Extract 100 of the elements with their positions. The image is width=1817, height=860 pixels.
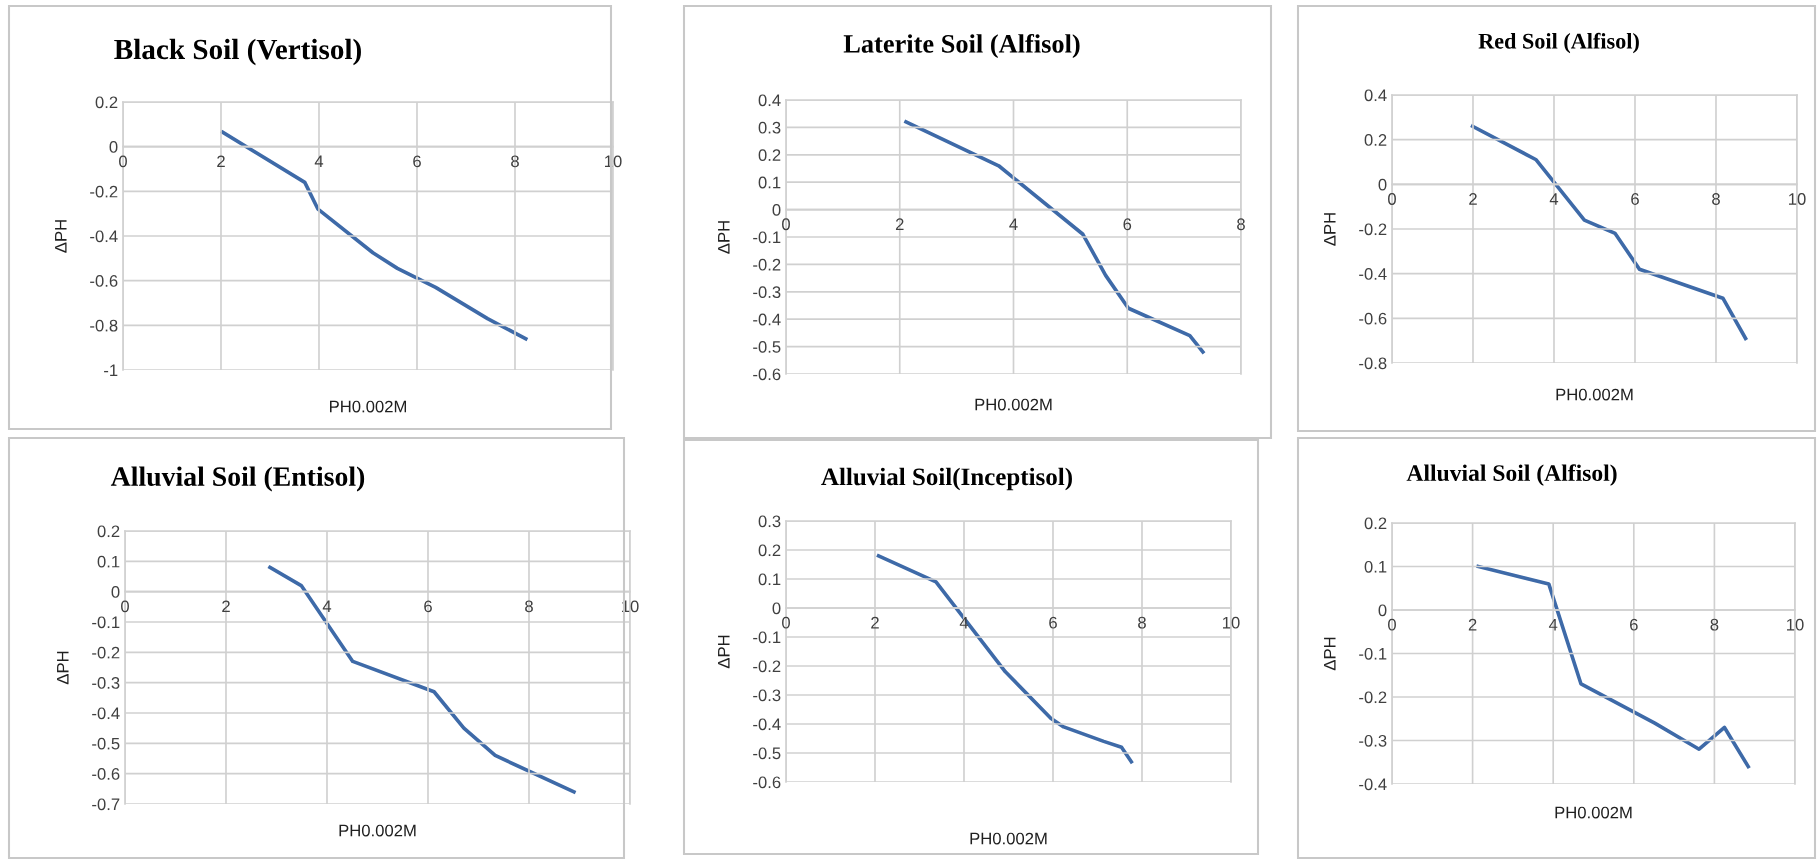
y-tick-label: -0.5 <box>92 737 120 750</box>
y-tick-label: -0.3 <box>1359 734 1387 747</box>
y-tick-label: -0.8 <box>1359 357 1387 370</box>
y-tick-label: -0.2 <box>1359 691 1387 704</box>
y-tick-label: 0.1 <box>758 176 781 189</box>
y-tick-label: 0.4 <box>758 94 781 107</box>
y-tick-label: -0.4 <box>1359 778 1387 791</box>
x-tick-label: 0 <box>121 600 129 613</box>
x-tick-label: 2 <box>217 155 225 168</box>
x-tick-label: 4 <box>314 155 324 168</box>
x-tick-label: 10 <box>1787 618 1804 631</box>
x-tick-label: 4 <box>1548 618 1558 631</box>
y-tick-label: -0.3 <box>753 689 781 702</box>
x-tick-label: 4 <box>1009 218 1018 231</box>
y-tick-label: -1 <box>104 364 118 377</box>
x-tick-label: 2 <box>895 218 904 231</box>
x-axis-title: PH0.002M <box>1555 806 1632 819</box>
y-tick-label: 0.1 <box>758 573 781 586</box>
y-tick-label: -0.1 <box>1359 647 1387 660</box>
y-tick-label: -0.2 <box>753 660 781 673</box>
y-tick-label: 0.2 <box>95 96 118 109</box>
x-tick-label: 0 <box>782 616 790 629</box>
x-axis-title: PH0.002M <box>1556 388 1633 401</box>
x-tick-label: 8 <box>511 155 519 168</box>
y-tick-label: 0.2 <box>758 149 781 161</box>
chart-title: Alluvial Soil(Inceptisol) <box>821 467 1072 491</box>
y-tick-label: -0.5 <box>753 747 781 760</box>
x-tick-label: 10 <box>1223 616 1240 629</box>
y-tick-label: 0.2 <box>1364 134 1387 146</box>
chart-title: Black Soil (Vertisol) <box>114 38 361 66</box>
x-tick-label: 4 <box>322 600 332 613</box>
y-axis-title: ΔPH <box>718 221 730 254</box>
x-axis-title: PH0.002M <box>339 824 416 837</box>
x-tick-label: 6 <box>1049 616 1057 629</box>
line-series <box>1476 564 1751 769</box>
x-tick-label: 0 <box>782 218 790 231</box>
y-axis-title: ΔPH <box>1324 637 1336 671</box>
y-tick-label: -0.4 <box>92 707 120 720</box>
x-tick-label: 8 <box>1712 193 1720 205</box>
x-tick-label: 6 <box>1123 218 1132 231</box>
x-tick-label: 8 <box>1710 618 1719 631</box>
x-tick-label: 2 <box>1469 193 1477 205</box>
y-axis-title: ΔPH <box>55 220 67 253</box>
x-tick-label: 6 <box>1631 193 1639 205</box>
y-tick-label: -0.1 <box>753 631 781 644</box>
y-tick-label: -0.6 <box>92 768 120 780</box>
x-tick-label: 8 <box>1138 616 1146 629</box>
line-series <box>1470 124 1748 341</box>
x-tick-label: 2 <box>1468 618 1477 631</box>
y-tick-label: 0 <box>772 204 781 216</box>
y-tick-label: -0.2 <box>753 258 781 271</box>
x-axis-title: PH0.002M <box>330 400 407 413</box>
y-tick-label: -0.4 <box>753 718 781 731</box>
chart-title: Laterite Soil (Alfisol) <box>843 33 1080 59</box>
x-tick-label: 0 <box>1388 618 1396 631</box>
x-tick-label: 6 <box>413 155 421 168</box>
y-tick-label: 0.1 <box>1364 560 1387 573</box>
y-tick-label: -0.1 <box>92 616 120 629</box>
x-tick-label: 6 <box>424 600 432 613</box>
y-axis-title: ΔPH <box>718 635 730 669</box>
y-tick-label: 0 <box>1378 178 1387 191</box>
x-tick-label: 10 <box>1789 193 1806 205</box>
y-axis-title: ΔPH <box>57 651 69 685</box>
y-tick-label: 0 <box>111 586 120 598</box>
y-tick-label: 0.4 <box>1364 89 1387 102</box>
y-tick-label: -0.2 <box>90 185 118 198</box>
x-axis-title: PH0.002M <box>975 398 1052 411</box>
y-tick-label: -0.5 <box>753 341 781 353</box>
y-tick-label: -0.6 <box>753 776 781 789</box>
chart-title: Red Soil (Alfisol) <box>1478 32 1639 54</box>
line-series <box>268 565 576 794</box>
x-tick-label: 2 <box>871 616 879 629</box>
y-tick-label: -0.4 <box>90 230 118 243</box>
y-tick-label: 0 <box>109 141 118 153</box>
x-tick-label: 0 <box>1388 193 1396 205</box>
x-tick-label: 6 <box>1630 618 1638 631</box>
x-tick-label: 8 <box>525 600 533 613</box>
y-axis-title: ΔPH <box>1324 213 1336 246</box>
y-tick-label: -0.2 <box>1359 223 1387 236</box>
y-tick-label: -0.4 <box>1359 268 1387 280</box>
y-tick-label: -0.3 <box>92 677 120 689</box>
y-tick-label: -0.4 <box>753 313 781 326</box>
y-tick-label: 0.2 <box>758 544 781 557</box>
y-tick-label: 0.3 <box>758 121 781 134</box>
y-tick-label: 0.2 <box>1364 517 1387 530</box>
line-series <box>904 120 1205 354</box>
y-tick-label: -0.7 <box>92 798 120 811</box>
chart-title: Alluvial Soil (Entisol) <box>110 466 365 492</box>
y-tick-label: 0.3 <box>758 515 781 528</box>
y-tick-label: -0.3 <box>753 286 781 298</box>
y-tick-label: -0.1 <box>753 231 781 244</box>
y-tick-label: 0.1 <box>97 555 120 568</box>
x-tick-label: 8 <box>1237 218 1245 231</box>
y-tick-label: -0.6 <box>1359 312 1387 325</box>
y-tick-label: -0.2 <box>92 646 120 659</box>
y-tick-label: -0.8 <box>90 319 118 332</box>
x-tick-label: 4 <box>1549 193 1559 205</box>
y-tick-label: -0.6 <box>753 368 781 381</box>
y-tick-label: 0.2 <box>97 525 120 538</box>
x-tick-label: 10 <box>605 155 622 168</box>
